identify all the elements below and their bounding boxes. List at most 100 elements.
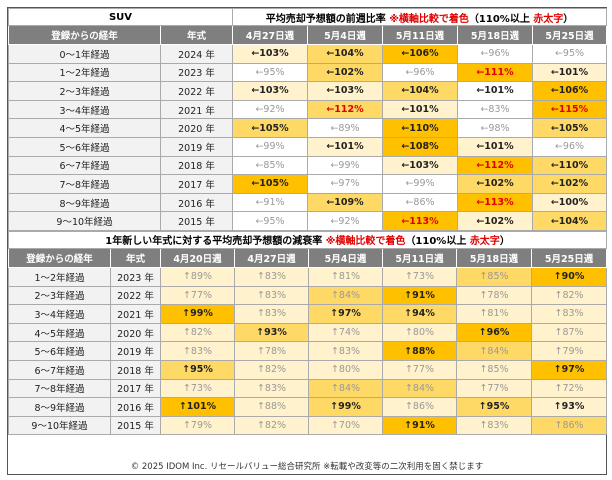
value-cell: ←99% <box>307 155 383 176</box>
value-cell: ←104% <box>532 211 607 231</box>
data-row: 2～3年経過 2022 年 ←103% ←103% ←104% ←101% ←106% <box>8 81 607 101</box>
year-cell: 2015 年 <box>160 211 233 231</box>
value-cell: ↑90% <box>530 266 608 287</box>
age-cell: 9～10年経過 <box>8 415 111 436</box>
data-row: 1～2年経過 2023 年 ↑89% ↑83% ↑81% ↑73% ↑85% ↑90% <box>8 266 608 287</box>
data-row: 6～7年経過 2018 年 ←85% ←99% ←103% ←112% ←110% <box>8 155 607 176</box>
age-cell: 5～6年経過 <box>8 136 161 157</box>
value-cell: ↑96% <box>456 322 532 343</box>
header-cell: 登録からの経年 <box>8 25 161 45</box>
data-row: 3～4年経過 2021 年 ↑99% ↑83% ↑97% ↑94% ↑81% ↑83% <box>8 304 608 324</box>
value-cell: ←96% <box>382 62 458 83</box>
title-part: 赤太字 <box>533 13 564 25</box>
value-cell: ←101% <box>307 136 383 157</box>
year-cell: 2017 年 <box>110 378 161 399</box>
section-title: 平均売却予想額の前週比率 ※横軸比較で着色（110%以上 赤太字） <box>232 8 607 26</box>
title-part: 1年新しい年式に対する平均売却予想額の減衰率 <box>105 236 326 248</box>
year-cell: 2018 年 <box>160 155 233 176</box>
value-cell: ↑94% <box>382 304 457 324</box>
data-row: 0～1年経過 2024 年 ←103% ←104% ←106% ←96% ←95% <box>8 44 607 64</box>
value-cell: ↑91% <box>382 285 457 306</box>
value-cell: ↑83% <box>234 266 309 287</box>
value-cell: ↑95% <box>456 397 532 417</box>
value-cell: ←102% <box>457 174 533 194</box>
value-cell: ↑99% <box>160 304 235 324</box>
year-cell: 2018 年 <box>110 359 161 380</box>
value-cell: ←97% <box>307 174 383 194</box>
value-cell: ←89% <box>307 118 383 138</box>
value-cell: ↑95% <box>160 359 235 380</box>
age-cell: 1～2年経過 <box>8 62 161 83</box>
value-cell: ↑88% <box>234 397 309 417</box>
value-cell: ↑91% <box>382 415 457 436</box>
title-part: （110%以上 <box>405 236 470 248</box>
value-cell: ←101% <box>382 99 458 120</box>
data-row: 4～5年経過 2020 年 ←105% ←89% ←110% ←98% ←105% <box>8 118 607 138</box>
value-cell: ←102% <box>457 211 533 231</box>
value-cell: ←92% <box>307 211 383 231</box>
age-cell: 3～4年経過 <box>8 99 161 120</box>
value-cell: ↑89% <box>160 266 235 287</box>
header-cell: 5月11日週 <box>382 25 458 45</box>
value-cell: ←103% <box>307 81 383 101</box>
value-cell: ↑82% <box>530 285 608 306</box>
year-cell: 2020 年 <box>110 322 161 343</box>
value-cell: ↑78% <box>456 285 532 306</box>
title-part: ※横軸比較で着色 <box>325 236 406 248</box>
value-cell: ↑84% <box>308 378 383 399</box>
year-cell: 2022 年 <box>110 285 161 306</box>
age-cell: 1～2年経過 <box>8 266 111 287</box>
value-cell: ←109% <box>307 192 383 213</box>
age-cell: 4～5年経過 <box>8 322 111 343</box>
age-cell: 9～10年経過 <box>8 211 161 231</box>
year-cell: 2015 年 <box>110 415 161 436</box>
value-cell: ↑97% <box>530 359 608 380</box>
value-cell: ←99% <box>232 136 308 157</box>
value-cell: ↑83% <box>530 304 608 324</box>
value-cell: ↑83% <box>456 415 532 436</box>
data-row: 7～8年経過 2017 年 ←105% ←97% ←99% ←102% ←102% <box>8 174 607 194</box>
value-cell: ←110% <box>532 155 607 176</box>
value-cell: ←112% <box>457 155 533 176</box>
year-cell: 2016 年 <box>110 397 161 417</box>
header-cell: 年式 <box>110 247 161 268</box>
value-cell: ←103% <box>232 81 308 101</box>
data-row: 5～6年経過 2019 年 ←99% ←101% ←108% ←101% ←96% <box>8 136 607 157</box>
value-cell: ←101% <box>532 62 607 83</box>
value-cell: ←103% <box>382 155 458 176</box>
value-cell: ←105% <box>232 174 308 194</box>
value-cell: ←115% <box>532 99 607 120</box>
value-cell: ←112% <box>307 99 383 120</box>
year-cell: 2021 年 <box>160 99 233 120</box>
value-cell: ←101% <box>457 136 533 157</box>
value-cell: ↑73% <box>160 378 235 399</box>
header-cell: 5月4日週 <box>308 247 383 268</box>
age-cell: 5～6年経過 <box>8 341 111 361</box>
age-cell: 4～5年経過 <box>8 118 161 138</box>
value-cell: ↑85% <box>456 359 532 380</box>
title-part: （110%以上 <box>468 13 534 25</box>
data-row: 7～8年経過 2017 年 ↑73% ↑83% ↑84% ↑84% ↑77% ↑72% <box>8 378 608 399</box>
value-cell: ↑84% <box>456 341 532 361</box>
value-cell: ←95% <box>232 211 308 231</box>
title-part: 赤太字 <box>469 236 500 248</box>
value-cell: ↑83% <box>234 378 309 399</box>
title-row: SUV 平均売却予想額の前週比率 ※横軸比較で着色（110%以上 赤太字） <box>8 8 607 26</box>
value-cell: ↑77% <box>160 285 235 306</box>
age-cell: 8～9年経過 <box>8 397 111 417</box>
value-cell: ↑79% <box>530 341 608 361</box>
value-cell: ↑86% <box>530 415 608 436</box>
title-part: ） <box>563 13 574 25</box>
value-cell: ↑99% <box>308 397 383 417</box>
section-label: SUV <box>8 8 233 26</box>
age-cell: 0～1年経過 <box>8 44 161 64</box>
header-cell: 登録からの経年 <box>8 247 111 268</box>
age-cell: 2～3年経過 <box>8 81 161 101</box>
value-cell: ↑77% <box>382 359 457 380</box>
value-cell: ←110% <box>382 118 458 138</box>
header-cell: 5月25日週 <box>532 25 607 45</box>
value-cell: ↑77% <box>456 378 532 399</box>
value-cell: ←113% <box>382 211 458 231</box>
value-cell: ←98% <box>457 118 533 138</box>
value-cell: ←103% <box>232 44 308 64</box>
